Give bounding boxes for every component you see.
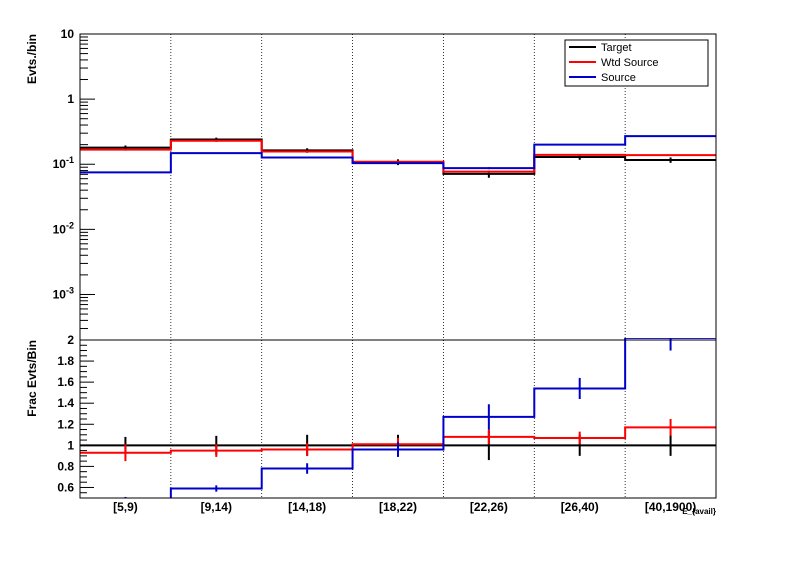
x-tick-label: [22,26) bbox=[470, 500, 508, 514]
top-y-tick-label: 1 bbox=[67, 92, 74, 106]
top-source-group bbox=[80, 135, 716, 174]
bottom-y-tick-label: 1 bbox=[67, 438, 74, 452]
x-tick-label: [9,14) bbox=[201, 500, 232, 514]
bottom-y-tick-label: 1.4 bbox=[57, 396, 74, 410]
bottom-y-tick-label: 0.8 bbox=[57, 459, 74, 473]
bottom-panel: 0.60.811.21.41.61.82 [5,9) [9,14) [14,18)[… bbox=[25, 333, 717, 516]
top-y-axis: 10-3 10-2 10-1 1 10 bbox=[53, 27, 95, 341]
legend-entries: Target Wtd Source Source bbox=[569, 42, 658, 84]
legend-label: Source bbox=[601, 72, 636, 84]
top-wtd-source-group bbox=[80, 139, 716, 173]
bottom-y-tick-label: 2 bbox=[67, 333, 74, 347]
bottom-y-tick-label: 1.2 bbox=[57, 417, 74, 431]
x-tick-label: [40,1900) bbox=[645, 500, 696, 514]
bottom-y-axis-label: Frac Evts/Bin bbox=[25, 340, 39, 417]
top-grid bbox=[170, 34, 626, 340]
top-y-axis-label: Evts./bin bbox=[25, 34, 39, 84]
bottom-y-axis: 0.6 0.8 1 1.2 1.4 1.6 1.8 2 bbox=[57, 333, 94, 499]
top-panel: 10-3 10-2 10-1 1 10 Evts./bin Target Wtd Sour… bbox=[25, 27, 717, 341]
x-axis: [5,9) [9,14) [14,18) [18,22) [22,26) [26,40) [… bbox=[113, 500, 696, 514]
bottom-y-tick-label: 1.8 bbox=[57, 354, 74, 368]
bottom-y-tick-label: 1.6 bbox=[57, 375, 74, 389]
top-y-tick-label: 10-2 bbox=[53, 220, 74, 236]
bottom-source-group bbox=[124, 338, 716, 498]
x-tick-label: [26,40) bbox=[561, 500, 599, 514]
top-y-tick-label: 10-1 bbox=[53, 155, 74, 171]
legend: Target Wtd Source Source bbox=[564, 39, 709, 87]
x-tick-label: [18,22) bbox=[379, 500, 417, 514]
top-series bbox=[80, 135, 716, 178]
x-tick-label: [5,9) bbox=[113, 500, 138, 514]
x-axis-label: E_{avail} bbox=[682, 507, 716, 516]
bottom-y-tick-label: 0.6 bbox=[57, 480, 74, 494]
top-y-tick-label: 10-3 bbox=[53, 285, 74, 301]
legend-label: Target bbox=[601, 42, 632, 54]
legend-label: Wtd Source bbox=[601, 57, 658, 69]
x-tick-label: [14,18) bbox=[288, 500, 326, 514]
bottom-series bbox=[80, 338, 716, 498]
top-y-tick-label: 10 bbox=[61, 27, 75, 41]
